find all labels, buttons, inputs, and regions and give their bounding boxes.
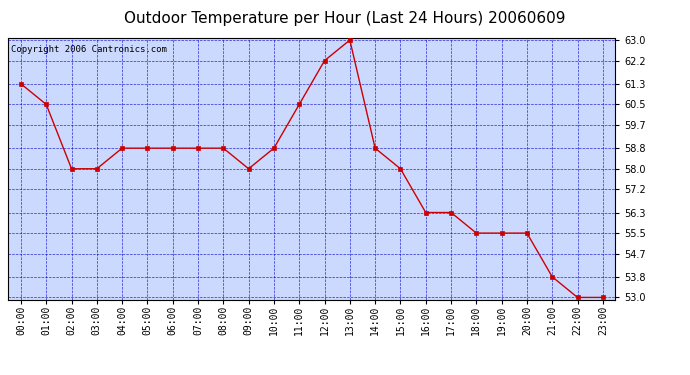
Text: Outdoor Temperature per Hour (Last 24 Hours) 20060609: Outdoor Temperature per Hour (Last 24 Ho… xyxy=(124,11,566,26)
Text: Copyright 2006 Cantronics.com: Copyright 2006 Cantronics.com xyxy=(11,45,167,54)
